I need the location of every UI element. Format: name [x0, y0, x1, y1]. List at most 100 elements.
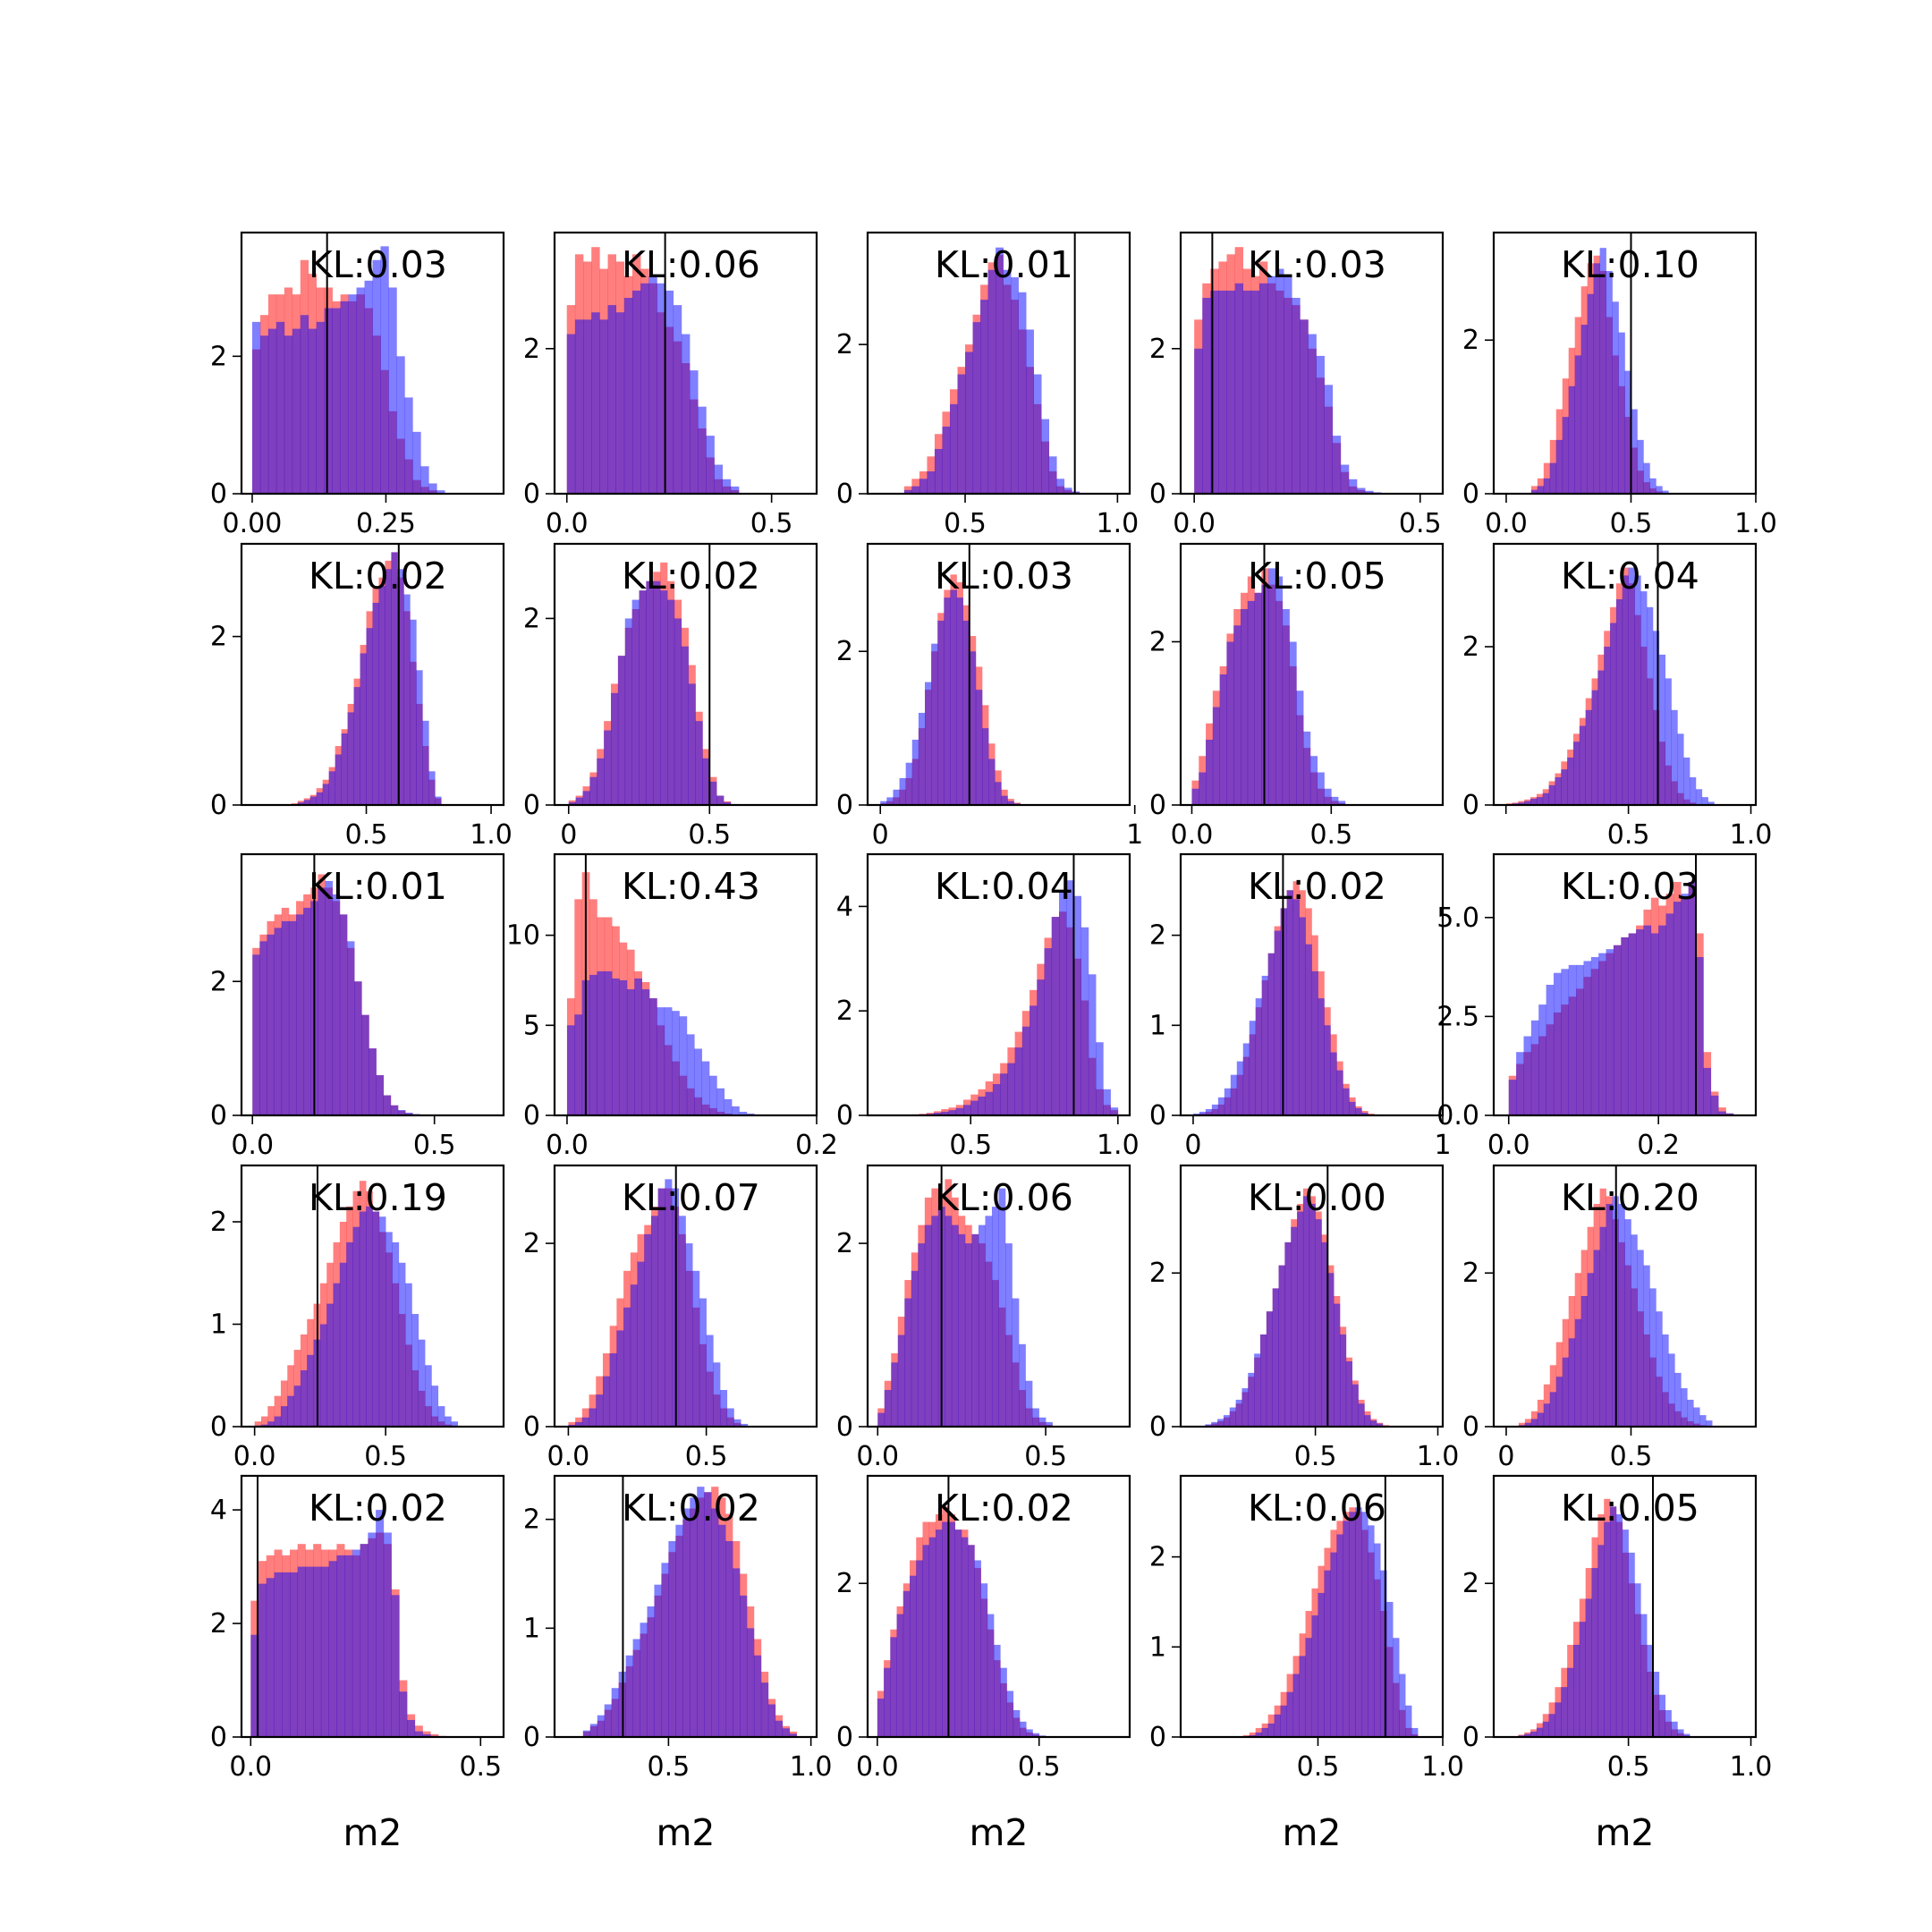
histogram-bar [1597, 670, 1605, 805]
histogram-bar [282, 1572, 291, 1737]
histogram-bar [1274, 1714, 1281, 1737]
histogram-bar [1005, 1243, 1013, 1427]
y-tick-label: 2 [1462, 631, 1479, 663]
subplot-10: 0 2 0.5 1.0 KL:0.04 [1462, 542, 1772, 851]
histogram-bar [640, 1623, 648, 1737]
histogram-bar [380, 246, 389, 494]
histogram-bar [1199, 1111, 1207, 1115]
plot-area [877, 1165, 1053, 1427]
series-blue [911, 880, 1119, 1115]
histogram-bar [1618, 332, 1625, 494]
histogram-bar [1309, 756, 1318, 805]
histogram-bar [322, 784, 329, 805]
histogram-bar [1305, 1638, 1312, 1737]
histogram-bar [624, 618, 632, 805]
y-tick-label: 2 [523, 334, 540, 365]
histogram-bar [632, 1639, 640, 1737]
histogram-bar [339, 1262, 347, 1427]
histogram-bar [1072, 491, 1080, 494]
plot-area [1518, 1476, 1697, 1737]
histogram-bar [1284, 275, 1292, 494]
plot-area [903, 233, 1080, 494]
histogram-bar [1292, 298, 1301, 494]
axes-frame [240, 1164, 505, 1428]
histogram-bar [931, 643, 938, 805]
histogram-bar [904, 1298, 912, 1427]
histogram-bar [1349, 1512, 1356, 1737]
histogram-bar [1025, 1380, 1033, 1427]
histogram-bar [942, 1521, 949, 1737]
plot-area [1530, 233, 1669, 494]
histogram-bar [589, 1724, 598, 1737]
histogram-bar [1612, 301, 1619, 494]
y-tick-label: 0 [1149, 1722, 1166, 1753]
y-tick-label: 0 [1149, 790, 1166, 821]
y-tick-label: 2 [836, 1228, 853, 1259]
histogram-bar [398, 1262, 406, 1427]
histogram-bar [1255, 1727, 1262, 1737]
histogram-bar [972, 322, 981, 494]
x-axis-label: m2 [343, 1811, 402, 1854]
histogram-bar [647, 1606, 655, 1737]
histogram-bar [1011, 277, 1019, 494]
histogram-bar [1593, 1250, 1600, 1427]
histogram-bar [383, 1095, 392, 1115]
axes-frame [866, 1474, 1131, 1739]
histogram-bar [604, 970, 613, 1115]
series-blue [1205, 1196, 1390, 1427]
histogram-bar [612, 978, 620, 1115]
histogram-bar [893, 789, 900, 805]
y-tick-label: 0 [1149, 1411, 1166, 1443]
histogram-bar [1309, 1203, 1316, 1427]
histogram-bar [366, 628, 373, 805]
histogram-bar [396, 356, 405, 494]
histogram-bar [369, 1048, 377, 1115]
subplot-2: 0 2 0.0 0.5 KL:0.06 [523, 231, 818, 539]
histogram-bar [414, 1731, 423, 1737]
histogram-bar [1051, 917, 1060, 1115]
histogram-bar [1355, 1107, 1362, 1115]
kl-annotation: KL:0.06 [1248, 1487, 1386, 1530]
histogram-bar [1561, 769, 1568, 805]
histogram-bar [266, 1578, 275, 1737]
histogram-bar [667, 599, 675, 805]
kl-annotation: KL:0.02 [935, 1487, 1073, 1530]
series-blue [880, 589, 1028, 805]
histogram-bar [968, 1545, 975, 1737]
histogram-bar [1274, 930, 1281, 1115]
y-tick-label: 4 [210, 1495, 227, 1526]
histogram-bar [1254, 592, 1262, 805]
histogram-bar [1707, 801, 1715, 805]
y-tick-label: 2 [1149, 1542, 1166, 1573]
histogram-bar [1327, 1273, 1335, 1427]
histogram-bar [1523, 1036, 1532, 1115]
y-tick-label: 4 [836, 891, 853, 922]
y-tick-label: 0.0 [1436, 1100, 1479, 1131]
histogram-bar [1681, 894, 1689, 1115]
histogram-bar [378, 586, 386, 805]
x-tick-label: 0.5 [688, 819, 731, 851]
x-axis-label: m2 [656, 1811, 715, 1854]
histogram-bar [1386, 1601, 1394, 1737]
kl-annotation: KL:0.03 [1561, 865, 1699, 908]
histogram-bar [1542, 792, 1549, 805]
histogram-bar [430, 1733, 439, 1737]
axes-frame [553, 852, 818, 1117]
histogram-bar [582, 791, 590, 805]
kl-annotation: KL:0.01 [309, 865, 447, 908]
histogram-bar [378, 1216, 386, 1427]
histogram-bar [1110, 1107, 1119, 1115]
histogram-bar [300, 1370, 308, 1427]
histogram-bar [1368, 1525, 1375, 1737]
histogram-bar [372, 259, 381, 494]
histogram-bar [733, 1419, 741, 1427]
histogram-bar [1615, 1513, 1623, 1737]
histogram-bar [623, 1307, 631, 1427]
histogram-bar [1282, 609, 1290, 805]
histogram-bar [303, 907, 311, 1115]
histogram-bar [1007, 1063, 1015, 1115]
y-tick-label: 0 [836, 1411, 853, 1443]
histogram-bar [436, 490, 445, 494]
histogram-bar [1275, 268, 1284, 494]
histogram-bar [352, 1226, 360, 1427]
